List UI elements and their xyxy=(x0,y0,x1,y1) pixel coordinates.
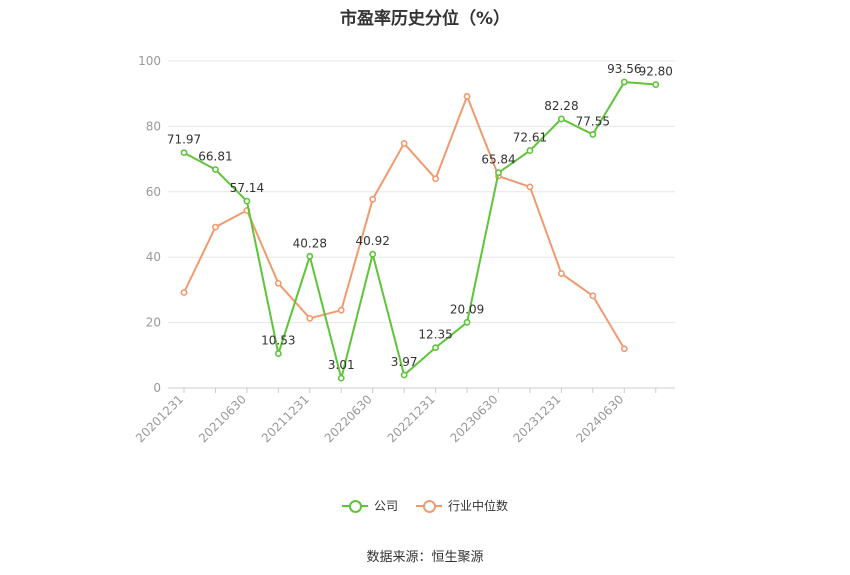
x-tick-label: 20231231 xyxy=(510,392,563,445)
data-point-industry xyxy=(212,223,219,231)
y-tick-label: 60 xyxy=(146,185,161,199)
x-tick-label: 20201231 xyxy=(133,392,186,445)
data-point-industry xyxy=(337,306,345,314)
chart-title: 市盈率历史分位（%） xyxy=(339,9,511,29)
data-label-company: 82.28 xyxy=(544,99,578,113)
y-tick-label: 0 xyxy=(153,381,161,395)
data-source: 数据来源：恒生聚源 xyxy=(366,550,484,565)
data-point-company xyxy=(526,147,534,154)
data-point-company xyxy=(400,371,408,379)
data-point-industry xyxy=(432,175,439,183)
legend: 公司 行业中位数 xyxy=(0,497,850,514)
data-label-company: 93.56 xyxy=(607,62,641,76)
data-label-company: 57.14 xyxy=(230,181,264,195)
data-point-company xyxy=(463,318,471,326)
data-point-company xyxy=(495,169,502,177)
data-point-industry xyxy=(463,92,471,100)
series-line-company xyxy=(183,81,656,379)
data-point-company xyxy=(306,252,314,260)
legend-item-industry[interactable]: 行业中位数 xyxy=(416,497,508,514)
data-point-company xyxy=(369,250,377,258)
data-point-company xyxy=(620,78,628,86)
data-label-company: 66.81 xyxy=(198,150,232,164)
series-line-industry xyxy=(183,93,626,350)
legend-company-marker-icon xyxy=(341,499,368,513)
data-label-company: 77.55 xyxy=(576,114,610,128)
legend-industry-marker-icon xyxy=(416,499,442,513)
data-label-company: 3.97 xyxy=(391,355,418,369)
data-label-company: 72.61 xyxy=(513,131,547,145)
x-tick-label: 20221231 xyxy=(385,392,438,445)
data-label-company: 40.28 xyxy=(293,236,327,250)
data-point-company xyxy=(432,344,439,352)
data-point-company xyxy=(337,374,345,382)
data-label-company: 71.97 xyxy=(167,133,201,147)
y-tick-label: 40 xyxy=(146,250,161,264)
data-label-company: 10.53 xyxy=(261,334,295,348)
data-point-industry xyxy=(526,183,534,191)
data-point-industry xyxy=(274,279,282,287)
data-point-company xyxy=(180,149,188,157)
legend-item-company[interactable]: 公司 xyxy=(341,497,398,514)
y-tick-label: 20 xyxy=(146,316,161,330)
data-point-company xyxy=(652,81,660,88)
data-point-company xyxy=(558,115,565,123)
data-label-company: 92.80 xyxy=(639,65,673,79)
data-point-company xyxy=(212,166,219,173)
data-point-industry xyxy=(306,314,314,322)
data-point-industry xyxy=(400,140,408,147)
data-point-industry xyxy=(558,270,565,277)
y-tick-label: 100 xyxy=(138,54,161,68)
legend-label-company: 公司 xyxy=(373,499,398,513)
data-point-industry xyxy=(180,289,188,296)
data-label-company: 3.01 xyxy=(328,358,355,372)
data-point-company xyxy=(274,350,282,357)
data-point-industry xyxy=(620,345,628,353)
x-tick-label: 20211231 xyxy=(259,392,312,445)
legend-label-industry: 行业中位数 xyxy=(448,499,509,513)
data-point-industry xyxy=(589,292,597,300)
data-point-company xyxy=(589,131,597,138)
data-label-company: 65.84 xyxy=(481,153,515,167)
x-tick-label: 20220630 xyxy=(322,392,375,445)
data-point-company xyxy=(243,197,251,205)
x-tick-label: 20240630 xyxy=(573,392,626,445)
y-tick-label: 80 xyxy=(146,119,161,133)
data-label-company: 40.92 xyxy=(356,234,390,248)
data-label-company: 20.09 xyxy=(450,302,484,316)
x-tick-label: 20210630 xyxy=(196,392,249,445)
data-label-company: 12.35 xyxy=(418,328,452,342)
x-tick-label: 20230630 xyxy=(448,392,501,445)
data-point-industry xyxy=(369,195,377,203)
